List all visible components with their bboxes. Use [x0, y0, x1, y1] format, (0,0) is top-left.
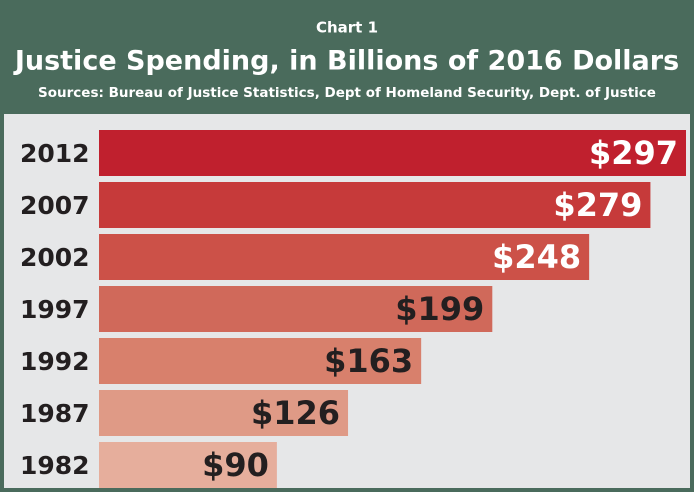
- bar: [99, 182, 651, 228]
- y-tick-label: 1997: [20, 295, 90, 324]
- chart-subtitle: Sources: Bureau of Justice Statistics, D…: [38, 85, 656, 101]
- chart-title: Justice Spending, in Billions of 2016 Do…: [13, 46, 679, 77]
- value-label: $90: [202, 446, 269, 484]
- y-tick-label: 1987: [20, 399, 90, 428]
- bar: [99, 286, 493, 332]
- value-label: $248: [492, 238, 581, 276]
- bar: [99, 442, 277, 488]
- y-tick-label: 2002: [20, 243, 90, 272]
- value-label: $199: [395, 290, 484, 328]
- y-tick-label: 1992: [20, 347, 90, 376]
- y-tick-label: 2012: [20, 139, 90, 168]
- bar: [99, 390, 349, 436]
- value-label: $163: [324, 342, 413, 380]
- value-label: $279: [553, 186, 642, 224]
- bar: [99, 234, 590, 280]
- value-label: $126: [251, 394, 340, 432]
- bar: [99, 338, 422, 384]
- y-tick-label: 1982: [20, 451, 90, 480]
- y-tick-label: 2007: [20, 191, 90, 220]
- chart-label: Chart 1: [316, 19, 378, 37]
- bar: [99, 130, 686, 176]
- value-label: $297: [589, 134, 678, 172]
